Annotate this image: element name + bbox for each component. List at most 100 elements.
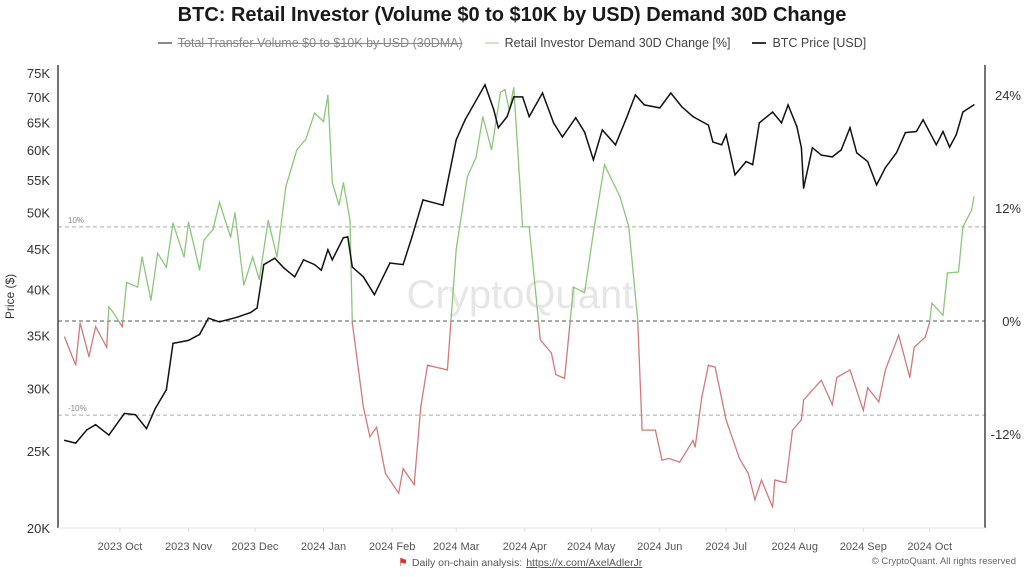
demand-point [108, 306, 110, 308]
demand-point [369, 436, 371, 438]
demand-point [499, 91, 502, 93]
demand-point [971, 209, 973, 211]
footer-attribution: ⚑ Daily on-chain analysis: https://x.com… [398, 556, 643, 570]
demand-point [229, 236, 232, 238]
btc-price-point [948, 146, 951, 148]
btc-price-point [256, 307, 258, 309]
btc-price-point [867, 160, 869, 163]
btc-price-point [302, 259, 305, 261]
demand-point [707, 364, 710, 366]
demand-point [668, 457, 670, 459]
btc-price-point [758, 122, 761, 124]
demand-point [701, 396, 703, 398]
demand-point [342, 182, 345, 184]
btc-price-point [771, 111, 774, 113]
demand-point [187, 221, 190, 223]
btc-price-point [145, 427, 148, 430]
demand-point [791, 429, 794, 431]
btc-price-point [681, 106, 683, 108]
demand-point [141, 256, 143, 258]
btc-price-point [218, 321, 221, 323]
demand-point [331, 182, 333, 184]
demand-point [183, 256, 185, 258]
btc-price-point [561, 136, 564, 138]
y-left-tick-label: 60K [27, 143, 50, 158]
btc-price-point [389, 262, 391, 264]
demand-point [106, 346, 108, 348]
demand-point [924, 336, 926, 338]
btc-price-point [922, 119, 924, 121]
btc-price-point [884, 166, 887, 169]
demand-point [539, 339, 541, 341]
demand-point [234, 212, 236, 214]
demand-point [212, 229, 214, 231]
demand-point [218, 201, 221, 203]
x-tick-label: 2023 Dec [231, 541, 279, 553]
btc-price-point [802, 187, 805, 189]
y-left-tick-label: 20K [27, 521, 50, 536]
btc-price-point [411, 236, 413, 238]
y-left-tick-label: 70K [27, 90, 50, 105]
demand-point [455, 248, 457, 251]
btc-price-point [915, 130, 918, 133]
btc-price-point [840, 149, 842, 151]
demand-point [942, 314, 944, 316]
demand-point [802, 399, 805, 401]
demand-point [156, 252, 159, 254]
btc-price-point [373, 293, 376, 296]
demand-point [929, 321, 931, 323]
legend-item-retail-demand[interactable]: Retail Investor Demand 30D Change [%] [484, 36, 730, 50]
legend-item-total-transfer-volume[interactable]: Total Transfer Volume $0 to $10K by USD … [157, 36, 463, 50]
demand-point [946, 272, 948, 274]
demand-point [692, 439, 694, 442]
demand-point [572, 286, 575, 288]
demand-point [550, 352, 552, 354]
btc-price-point [820, 154, 822, 156]
demand-point [522, 226, 524, 228]
btc-price-point [236, 316, 238, 318]
demand-point [679, 461, 681, 463]
btc-price-point [592, 159, 595, 161]
btc-price-point [123, 412, 126, 415]
btc-price-point [745, 160, 747, 163]
btc-price-point [249, 311, 252, 314]
reference-line-label: -10% [68, 404, 87, 413]
demand-point [79, 322, 81, 324]
btc-price-point [935, 144, 938, 146]
btc-price-point [725, 134, 727, 136]
btc-price-point [787, 104, 789, 106]
btc-price-point [692, 115, 694, 118]
demand-point [165, 266, 168, 268]
demand-point [198, 269, 201, 271]
legend-swatch [484, 42, 499, 44]
btc-price-point [331, 259, 334, 261]
demand-point [884, 369, 887, 371]
y-left-tick-label: 45K [27, 242, 50, 257]
demand-point [285, 185, 287, 187]
btc-price-point [342, 236, 345, 239]
y-left-tick-label: 30K [27, 381, 50, 396]
btc-price-line [64, 82, 975, 444]
demand-point [413, 484, 415, 486]
y-right-tick-label: 24% [995, 88, 1021, 103]
x-tick-label: 2024 Aug [771, 541, 818, 553]
legend-item-btc-price[interactable]: BTC Price [USD] [752, 36, 866, 50]
demand-point [267, 219, 269, 221]
y-right-tick-label: -12% [991, 427, 1022, 442]
demand-point [583, 292, 586, 294]
x-tick-label: 2024 Mar [433, 541, 480, 553]
demand-point [420, 406, 422, 408]
btc-price-point [528, 115, 530, 118]
btc-price-point [207, 317, 210, 319]
demand-point [800, 419, 802, 421]
btc-price-point [347, 236, 349, 238]
btc-price-point [134, 413, 137, 416]
demand-point [398, 492, 400, 494]
demand-point [537, 316, 539, 318]
y-left-axis-title: Price ($) [3, 274, 17, 319]
demand-point [258, 278, 260, 281]
x-tick-label: 2023 Nov [165, 541, 213, 553]
footer-link[interactable]: https://x.com/AxelAdlerJr [526, 556, 643, 569]
demand-point [862, 409, 864, 411]
btc-price-point [172, 342, 174, 345]
